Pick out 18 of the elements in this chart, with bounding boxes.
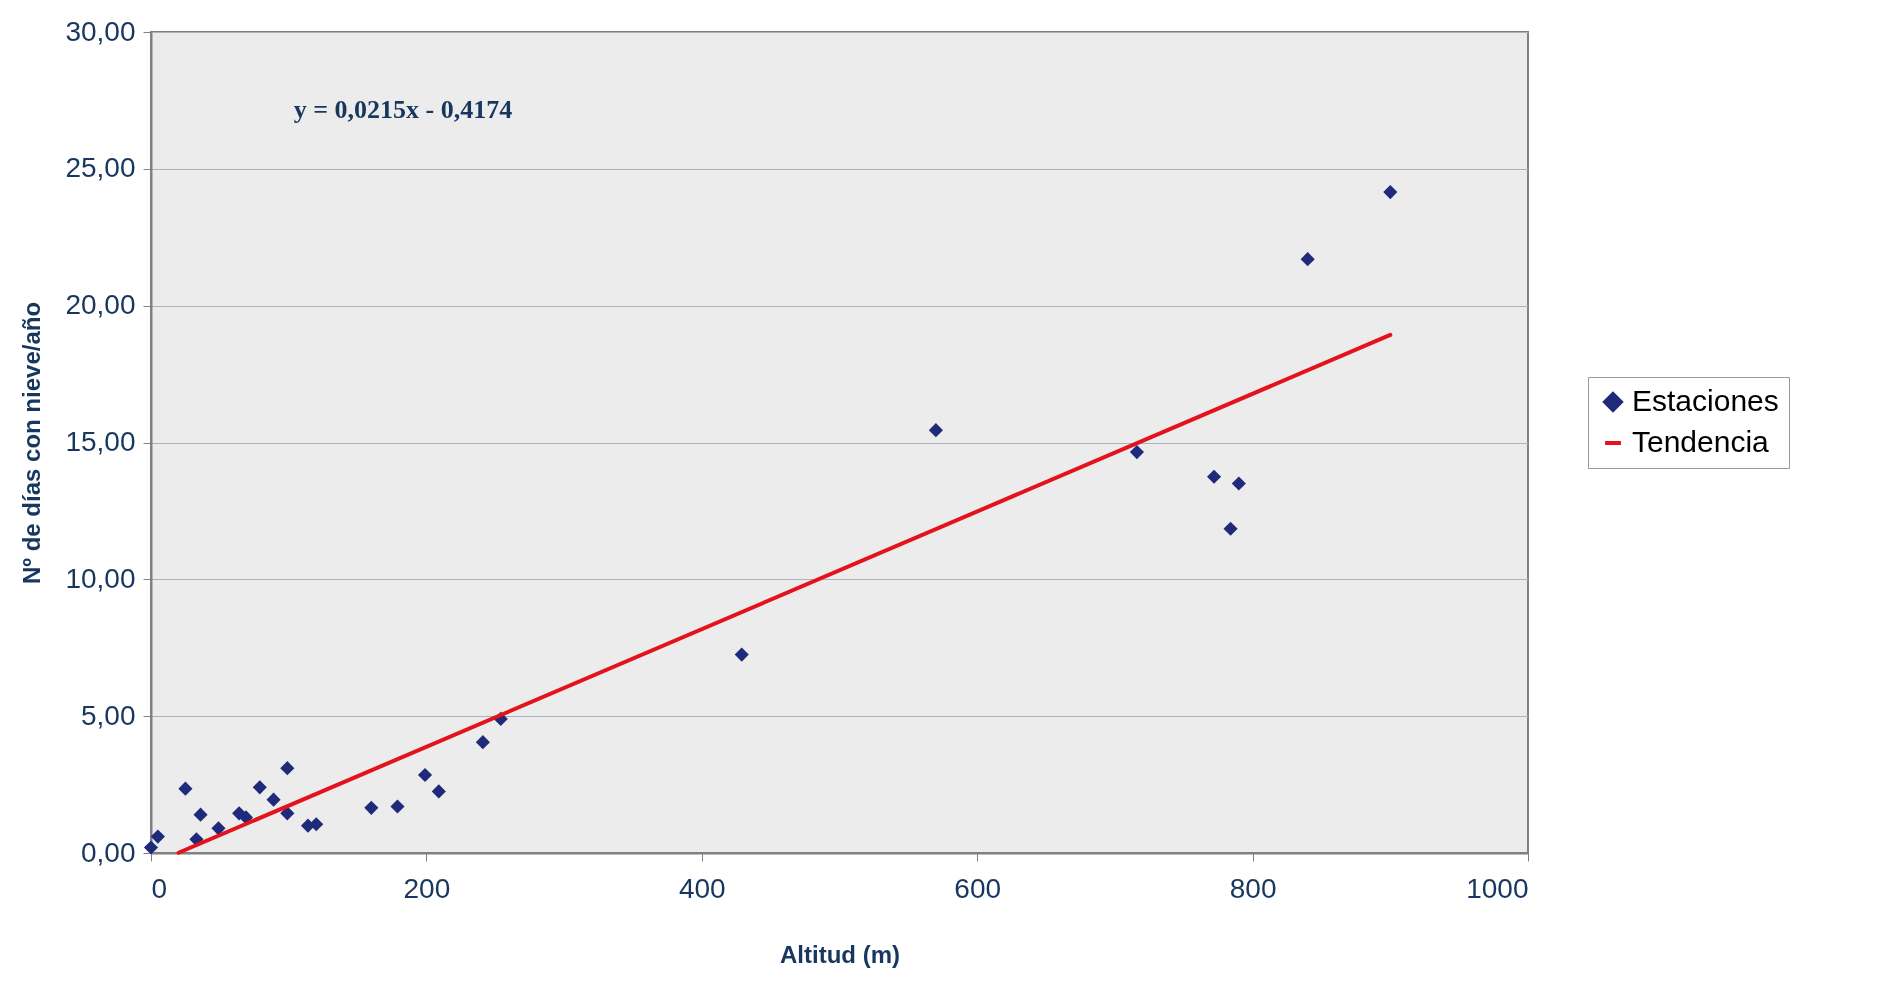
x-tick-label: 0: [151, 872, 168, 904]
y-tick-label: 5,00: [81, 699, 136, 731]
x-tick-label: 1000: [1466, 872, 1529, 904]
y-tick-label: 10,00: [65, 562, 136, 594]
y-tick-label: 15,00: [65, 426, 136, 457]
legend-label: Tendencia: [1632, 425, 1770, 458]
x-tick-label: 400: [678, 872, 726, 904]
x-tick-label: 800: [1229, 872, 1277, 904]
y-tick-label: 25,00: [65, 152, 136, 184]
y-tick-label: 0,00: [81, 836, 136, 868]
x-tick-label: 200: [403, 872, 451, 904]
legend-label: Estaciones: [1632, 384, 1779, 417]
y-axis-title: Nº de días con nieve/año: [18, 301, 46, 585]
y-tick-label: 20,00: [65, 289, 136, 321]
x-tick-label: 600: [954, 872, 1002, 904]
annotation: y = 0,0215x - 0,4174: [293, 95, 513, 124]
x-axis-title: Altitud (m): [780, 940, 900, 968]
y-tick-label: 30,00: [65, 15, 136, 47]
